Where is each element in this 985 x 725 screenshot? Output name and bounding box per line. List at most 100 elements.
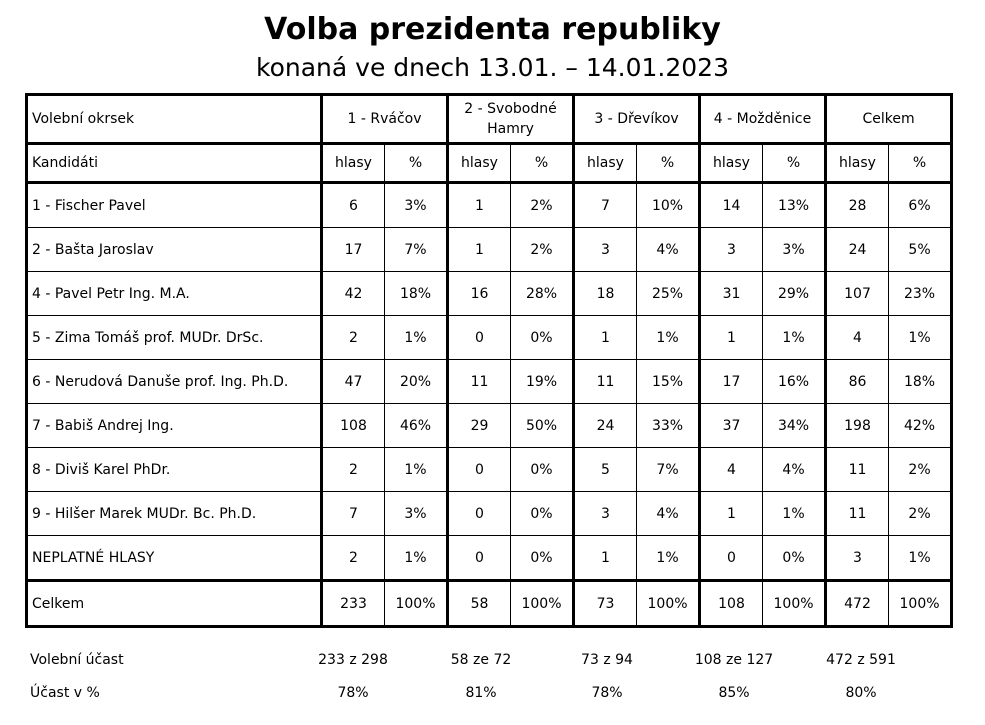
- ucast-sep: z: [857, 652, 865, 668]
- votes-cell: 472: [824, 579, 890, 627]
- percent-cell: 3%: [384, 182, 448, 228]
- percent-cell: 2%: [509, 227, 575, 272]
- candidate-name: 1 - Fischer Pavel: [26, 182, 322, 228]
- votes-cell: 29: [446, 403, 511, 448]
- percent-cell: 29%: [762, 271, 827, 316]
- ucast-voted: 233: [318, 652, 345, 668]
- votes-cell: 31: [698, 271, 764, 316]
- votes-cell: 0: [698, 535, 764, 581]
- okrsek-header-1: 1 - Rváčov: [320, 94, 448, 145]
- percent-cell: 2%: [888, 447, 953, 492]
- percent-cell: 5%: [888, 227, 953, 272]
- hlasy-header: hlasy: [572, 143, 638, 184]
- table-row: 1 - Fischer Pavel 6 3% 1 2% 7 10% 14 13% 28 6%: [26, 182, 953, 228]
- ucast-voted: 472: [826, 652, 853, 668]
- votes-cell: 28: [824, 182, 890, 228]
- percent-cell: 100%: [509, 579, 575, 627]
- percent-cell: 1%: [636, 315, 701, 360]
- percent-cell: 0%: [509, 315, 575, 360]
- table-row: NEPLATNÉ HLASY 2 1% 0 0% 1 1% 0 0% 3 1%: [26, 535, 953, 581]
- votes-cell: 3: [572, 227, 638, 272]
- votes-cell: 17: [698, 359, 764, 404]
- table-row: 7 - Babiš Andrej Ing. 108 46% 29 50% 24 33% 37 3…: [26, 403, 953, 448]
- ucast-pct-row: Účast v % 78% 81% 78% 85% 80%: [25, 683, 953, 705]
- table-row: 5 - Zima Tomáš prof. MUDr. DrSc. 2 1% 0 0% 1 1…: [26, 315, 953, 360]
- votes-cell: 0: [446, 447, 511, 492]
- votes-cell: 233: [320, 579, 385, 627]
- votes-cell: 11: [446, 359, 511, 404]
- votes-cell: 6: [320, 182, 385, 228]
- percent-cell: 23%: [888, 271, 953, 316]
- percent-cell: 4%: [762, 447, 827, 492]
- ucast-eligible: 591: [869, 652, 896, 668]
- candidate-name: 4 - Pavel Petr Ing. M.A.: [26, 271, 322, 316]
- ucast-value: 233 z 298: [290, 652, 416, 668]
- percent-cell: 1%: [384, 535, 448, 581]
- ucast-value: 472 z 591: [798, 652, 924, 668]
- ucast-eligible: 72: [493, 652, 512, 668]
- percent-cell: 1%: [384, 315, 448, 360]
- votes-cell: 1: [698, 315, 764, 360]
- votes-cell: 37: [698, 403, 764, 448]
- percent-cell: 28%: [509, 271, 575, 316]
- percent-cell: 4%: [636, 227, 701, 272]
- percent-cell: 7%: [384, 227, 448, 272]
- percent-cell: 1%: [888, 315, 953, 360]
- percent-cell: 15%: [636, 359, 701, 404]
- candidate-name: 5 - Zima Tomáš prof. MUDr. DrSc.: [26, 315, 322, 360]
- votes-cell: 4: [698, 447, 764, 492]
- okrsek-header-3: 3 - Dřevíkov: [572, 94, 701, 145]
- percent-cell: 100%: [384, 579, 448, 627]
- percent-cell: 42%: [888, 403, 953, 448]
- votes-cell: 11: [824, 491, 890, 536]
- votes-cell: 86: [824, 359, 890, 404]
- percent-cell: 1%: [384, 447, 448, 492]
- votes-cell: 1: [446, 182, 511, 228]
- ucast-eligible: 127: [746, 652, 774, 668]
- kandidati-label: Kandidáti: [26, 143, 322, 184]
- pct-header: %: [888, 143, 953, 184]
- votes-cell: 7: [572, 182, 638, 228]
- votes-cell: 17: [320, 227, 385, 272]
- candidate-name: 6 - Nerudová Danuše prof. Ing. Ph.D.: [26, 359, 322, 404]
- percent-cell: 2%: [509, 182, 575, 228]
- votes-cell: 42: [320, 271, 385, 316]
- votes-cell: 7: [320, 491, 385, 536]
- pct-header: %: [636, 143, 701, 184]
- percent-cell: 18%: [384, 271, 448, 316]
- votes-cell: 3: [824, 535, 890, 581]
- table-row: 4 - Pavel Petr Ing. M.A. 42 18% 16 28% 18 25% 3…: [26, 271, 953, 316]
- percent-cell: 50%: [509, 403, 575, 448]
- percent-cell: 34%: [762, 403, 827, 448]
- ucast-pct-value: 80%: [845, 685, 877, 701]
- percent-cell: 7%: [636, 447, 701, 492]
- ucast-row: Volební účast 233 z 298 58 ze 72 73 z 94 10…: [25, 650, 953, 672]
- percent-cell: 100%: [762, 579, 827, 627]
- candidate-name: Celkem: [26, 579, 322, 627]
- percent-cell: 100%: [636, 579, 701, 627]
- hlasy-header: hlasy: [698, 143, 764, 184]
- percent-cell: 3%: [384, 491, 448, 536]
- hlasy-header: hlasy: [824, 143, 890, 184]
- percent-cell: 4%: [636, 491, 701, 536]
- percent-cell: 0%: [509, 491, 575, 536]
- table-row: 2 - Bašta Jaroslav 17 7% 1 2% 3 4% 3 3% 24 5%: [26, 227, 953, 272]
- percent-cell: 100%: [888, 579, 953, 627]
- votes-cell: 2: [320, 535, 385, 581]
- ucast-voted: 108: [694, 652, 722, 668]
- percent-cell: 19%: [509, 359, 575, 404]
- votes-cell: 58: [446, 579, 511, 627]
- page-title: Volba prezidenta republiky: [264, 12, 721, 47]
- ucast-sep: ze: [726, 652, 742, 668]
- votes-cell: 1: [446, 227, 511, 272]
- okrsek-header-2: 2 - Svobodné Hamry: [445, 94, 575, 145]
- votes-cell: 16: [446, 271, 511, 316]
- votes-cell: 198: [824, 403, 890, 448]
- votes-cell: 73: [572, 579, 638, 627]
- percent-cell: 3%: [762, 227, 827, 272]
- votes-cell: 3: [698, 227, 764, 272]
- candidate-name: 7 - Babiš Andrej Ing.: [26, 403, 322, 448]
- votes-cell: 14: [698, 182, 764, 228]
- ucast-value: 73 z 94: [544, 652, 670, 668]
- hlasy-header: hlasy: [320, 143, 385, 184]
